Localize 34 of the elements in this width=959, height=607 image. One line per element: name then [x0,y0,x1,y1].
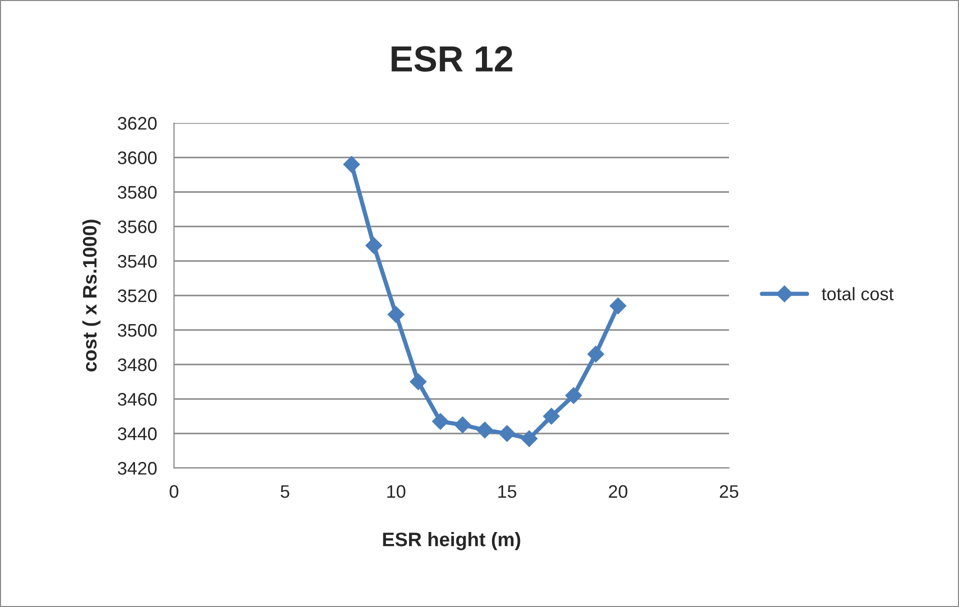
point [587,346,604,363]
point [365,237,382,254]
x-axis-title: ESR height (m) [383,532,520,550]
y-tick-label: 3460 [118,392,157,406]
y-axis-title: cost ( x Rs.1000) [82,220,101,372]
x-tick-label: 15 [498,485,516,498]
point [476,422,494,438]
x-tick-label: 10 [387,485,406,498]
x-tick-label: 20 [608,485,628,498]
point [388,306,404,323]
legend-label: total cost [822,287,894,300]
point [432,413,449,430]
point [410,373,427,390]
y-tick-label: 3420 [118,462,157,475]
x-tick-label: 25 [720,485,738,498]
x-tick-label: 5 [280,485,290,498]
y-tick-label: 3480 [118,358,157,372]
point [543,408,560,425]
point [454,416,471,434]
y-tick-label: 3540 [118,254,157,268]
y-tick-label: 3440 [118,427,157,440]
x-tick-label: 0 [170,485,178,498]
y-tick-label: 3580 [118,186,157,199]
y-tick-label: 3500 [118,324,157,337]
point [498,425,516,442]
point [520,430,538,448]
y-tick-label: 3520 [118,289,157,302]
point [610,297,626,314]
y-tick-label: 3620 [118,116,157,130]
point [565,387,582,404]
chart-title: ESR 12 [392,46,512,72]
y-tick-label: 3560 [118,220,157,234]
point [343,156,360,173]
y-tick-label: 3600 [118,151,157,164]
